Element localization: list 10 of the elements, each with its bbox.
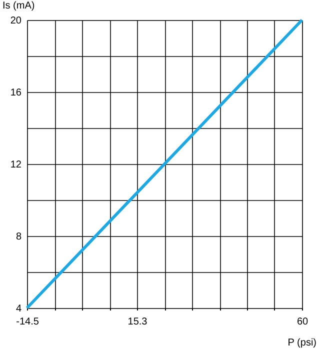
y-tick-label: 8 [16, 232, 22, 242]
x-tick-label: 60 [296, 316, 308, 328]
y-tick-label: 12 [10, 160, 22, 170]
y-tick-label: 16 [10, 88, 22, 98]
y-tick-label: 4 [16, 304, 22, 314]
x-tick-label: -14.5 [16, 316, 40, 328]
x-axis-title: P (psi) [288, 338, 316, 348]
x-tick-label: 15.3 [128, 316, 148, 328]
y-axis-title: Is (mA) [2, 0, 35, 12]
y-tick-label: 20 [10, 16, 22, 26]
